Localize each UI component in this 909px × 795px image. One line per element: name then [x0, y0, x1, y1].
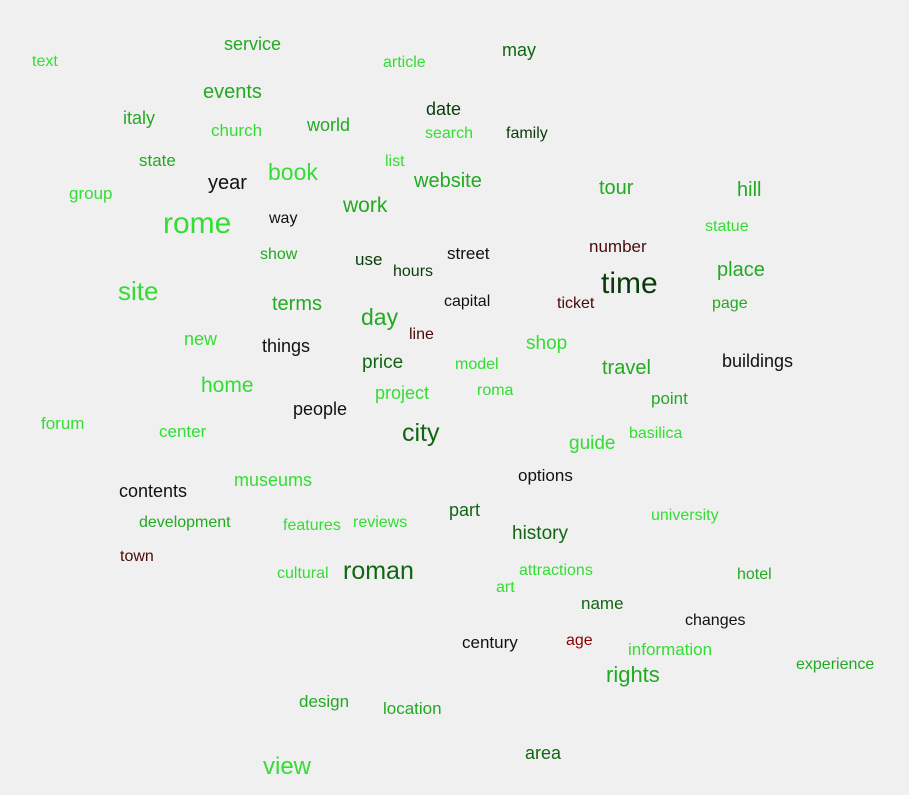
- word-people: people: [293, 399, 348, 419]
- word-forum: forum: [41, 414, 85, 433]
- word-project: project: [375, 383, 430, 403]
- word-museums: museums: [234, 470, 313, 490]
- word-hotel: hotel: [737, 566, 772, 583]
- word-time: time: [601, 267, 658, 300]
- word-view: view: [263, 753, 312, 780]
- word-use: use: [355, 250, 383, 269]
- word-guide: guide: [569, 433, 616, 454]
- word-travel: travel: [602, 357, 651, 379]
- word-roman: roman: [343, 557, 414, 585]
- word-hours: hours: [393, 263, 434, 280]
- word-development: development: [139, 514, 231, 531]
- word-text: text: [32, 53, 58, 70]
- word-point: point: [651, 389, 688, 408]
- word-new: new: [184, 329, 218, 349]
- word-place: place: [717, 259, 765, 281]
- word-family: family: [506, 125, 548, 142]
- word-contents: contents: [119, 481, 188, 501]
- word-page: page: [712, 295, 748, 312]
- word-date: date: [426, 99, 462, 119]
- word-buildings: buildings: [722, 351, 794, 371]
- word-service: service: [224, 34, 282, 54]
- word-information: information: [628, 640, 713, 659]
- word-model: model: [455, 356, 499, 373]
- word-work: work: [343, 194, 388, 217]
- word-center: center: [159, 422, 207, 441]
- word-experience: experience: [796, 656, 875, 673]
- word-street: street: [447, 244, 490, 263]
- word-state: state: [139, 151, 176, 170]
- word-book: book: [268, 159, 318, 185]
- word-rome: rome: [163, 207, 232, 240]
- word-tour: tour: [599, 177, 634, 199]
- word-way: way: [269, 210, 298, 227]
- word-changes: changes: [685, 612, 746, 629]
- word-cultural: cultural: [277, 565, 329, 582]
- word-name: name: [581, 594, 624, 613]
- word-line: line: [409, 326, 434, 343]
- word-site: site: [118, 276, 159, 306]
- word-terms: terms: [272, 293, 322, 315]
- word-website: website: [414, 170, 482, 192]
- word-hill: hill: [737, 179, 762, 201]
- word-events: events: [203, 81, 262, 103]
- word-world: world: [307, 115, 351, 135]
- word-list: list: [385, 153, 405, 170]
- word-roma: roma: [477, 382, 514, 399]
- word-options: options: [518, 466, 573, 485]
- word-location: location: [383, 699, 442, 718]
- word-capital: capital: [444, 293, 491, 310]
- word-church: church: [211, 121, 263, 140]
- word-basilica: basilica: [629, 425, 683, 442]
- word-show: show: [260, 246, 298, 263]
- word-university: university: [651, 507, 719, 524]
- word-features: features: [283, 517, 341, 534]
- word-home: home: [201, 374, 254, 397]
- word-city: city: [402, 419, 440, 447]
- word-group: group: [69, 184, 113, 203]
- word-search: search: [425, 125, 474, 142]
- word-design: design: [299, 692, 350, 711]
- word-area: area: [525, 743, 562, 763]
- word-year: year: [208, 172, 247, 194]
- word-number: number: [589, 237, 647, 256]
- word-part: part: [449, 500, 481, 520]
- word-statue: statue: [705, 218, 749, 235]
- word-attractions: attractions: [519, 562, 593, 579]
- word-history: history: [512, 523, 568, 544]
- word-age: age: [566, 632, 593, 649]
- word-italy: italy: [123, 108, 156, 128]
- word-town: town: [120, 548, 154, 565]
- word-art: art: [496, 579, 515, 596]
- word-article: article: [383, 54, 426, 71]
- word-reviews: reviews: [353, 514, 408, 531]
- word-shop: shop: [526, 333, 568, 354]
- word-day: day: [361, 304, 399, 330]
- word-ticket: ticket: [557, 295, 595, 312]
- word-price: price: [362, 352, 404, 373]
- word-rights: rights: [606, 662, 660, 687]
- word-may: may: [502, 40, 537, 60]
- word-things: things: [262, 336, 311, 356]
- word-century: century: [462, 633, 518, 652]
